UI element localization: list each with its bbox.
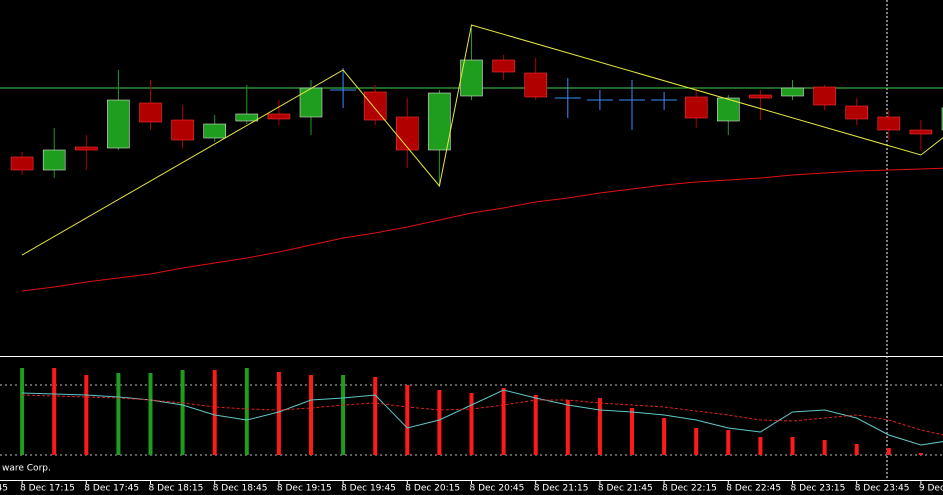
x-tick-label: 8 Dec 20:45 [470, 484, 525, 494]
x-tick-label: 8 Dec 21:15 [534, 484, 589, 494]
candle-body [203, 123, 226, 139]
candle-body [716, 97, 740, 122]
x-tick-label: 8 Dec 17:45 [84, 484, 139, 494]
candle-body [267, 113, 291, 120]
histogram-bar [758, 437, 763, 455]
x-tick-label: 8 Dec 19:15 [277, 484, 332, 494]
histogram-bar [52, 368, 57, 455]
candle-body [139, 102, 162, 123]
histogram-bar [148, 373, 153, 455]
histogram-bar [405, 385, 410, 455]
histogram-bar [309, 375, 313, 455]
histogram-bar [694, 428, 699, 455]
histogram-bar [597, 398, 602, 455]
histogram-bar [84, 375, 89, 455]
candle-body [813, 86, 836, 106]
x-tick-label: 8 Dec 21:45 [598, 484, 653, 494]
candle-body [524, 72, 548, 98]
histogram-bar [662, 418, 667, 455]
histogram-bar [469, 393, 474, 455]
x-tick-label: 9 Dec [919, 484, 943, 494]
histogram-bar [886, 448, 891, 455]
candle-body [781, 87, 804, 97]
candle-body [363, 91, 387, 121]
candle-body [299, 87, 323, 118]
candle-body [235, 113, 259, 122]
histogram-bar [918, 453, 923, 455]
histogram-bar [212, 370, 217, 455]
histogram-bar [630, 408, 634, 455]
candle-body [107, 99, 130, 149]
candle-body [877, 116, 901, 131]
x-tick-label: 8 Dec 22:45 [726, 484, 781, 494]
candle-body [75, 146, 98, 151]
candle-body [395, 116, 419, 151]
copyright: ware Corp. [2, 464, 51, 474]
histogram-bar [20, 368, 25, 455]
x-tick-label: 8 Dec 18:45 [213, 484, 268, 494]
x-tick-label: 8 Dec 23:45 [855, 484, 910, 494]
histogram-bar [437, 390, 442, 455]
zigzag [21, 24, 943, 256]
x-tick-label: 8 Dec 22:15 [662, 484, 717, 494]
histogram-bar [373, 377, 378, 455]
histogram-bar [501, 388, 506, 455]
candle-body [845, 105, 869, 120]
x-tick-label: 45 [0, 484, 8, 494]
indicator-line [22, 394, 943, 436]
x-tick-label: 8 Dec 19:45 [341, 484, 396, 494]
histogram-bar [565, 400, 570, 455]
candle-body [492, 59, 515, 73]
candle-body [428, 92, 451, 151]
candle-body [684, 96, 708, 119]
candle-body [171, 119, 194, 141]
moving-average [22, 167, 943, 292]
histogram-bar [726, 430, 731, 455]
x-tick-label: 8 Dec 20:15 [405, 484, 460, 494]
histogram-bar [341, 375, 346, 455]
x-tick-label: 8 Dec 17:15 [20, 484, 75, 494]
candle-body [909, 129, 933, 135]
histogram-bar [244, 368, 249, 455]
histogram-bar [533, 395, 538, 455]
histogram-bar [276, 372, 281, 455]
candle-body [749, 94, 772, 99]
x-tick-label: 8 Dec 18:15 [149, 484, 204, 494]
histogram-bar [822, 440, 827, 455]
histogram-bar [790, 437, 795, 455]
histogram-bar [180, 370, 185, 455]
histogram-bar [854, 444, 859, 455]
candle-body [10, 156, 34, 171]
histogram-bar [116, 373, 121, 455]
candle-body [42, 149, 66, 171]
indicator-line [22, 389, 943, 446]
x-tick-label: 8 Dec 23:15 [791, 484, 846, 494]
